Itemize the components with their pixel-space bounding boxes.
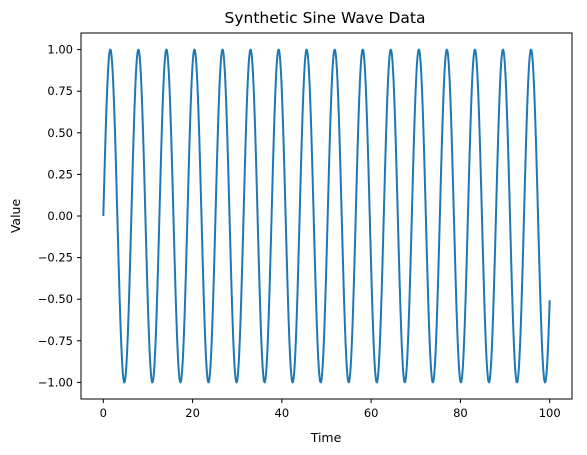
y-tick-label: −0.25 [38, 251, 73, 265]
y-tick-label: 0.75 [47, 84, 73, 98]
y-tick-label: 0.25 [47, 167, 73, 181]
y-tick-label: 0.00 [47, 209, 73, 223]
chart-title: Synthetic Sine Wave Data [224, 9, 425, 27]
y-axis-label: Value [8, 199, 23, 234]
series-layer [102, 48, 551, 384]
x-tick-label: 0 [100, 406, 107, 420]
x-axis-label: Time [310, 430, 342, 445]
series-line [102, 48, 551, 384]
y-tick-label: 0.50 [47, 126, 73, 140]
x-axis-ticks: 0 20 40 60 80 100 [100, 399, 561, 420]
y-axis-ticks: −1.00 −0.75 −0.50 −0.25 0.00 0.25 0.50 0.75 1.00 [38, 43, 81, 389]
y-tick-label: −0.50 [38, 292, 73, 306]
x-tick-label: 20 [185, 406, 200, 420]
y-tick-label: −1.00 [38, 375, 73, 389]
x-tick-label: 100 [539, 406, 561, 420]
x-tick-label: 60 [364, 406, 379, 420]
x-tick-label: 80 [453, 406, 468, 420]
x-tick-label: 40 [275, 406, 290, 420]
y-tick-label: −0.75 [38, 334, 73, 348]
y-tick-label: 1.00 [47, 43, 73, 57]
